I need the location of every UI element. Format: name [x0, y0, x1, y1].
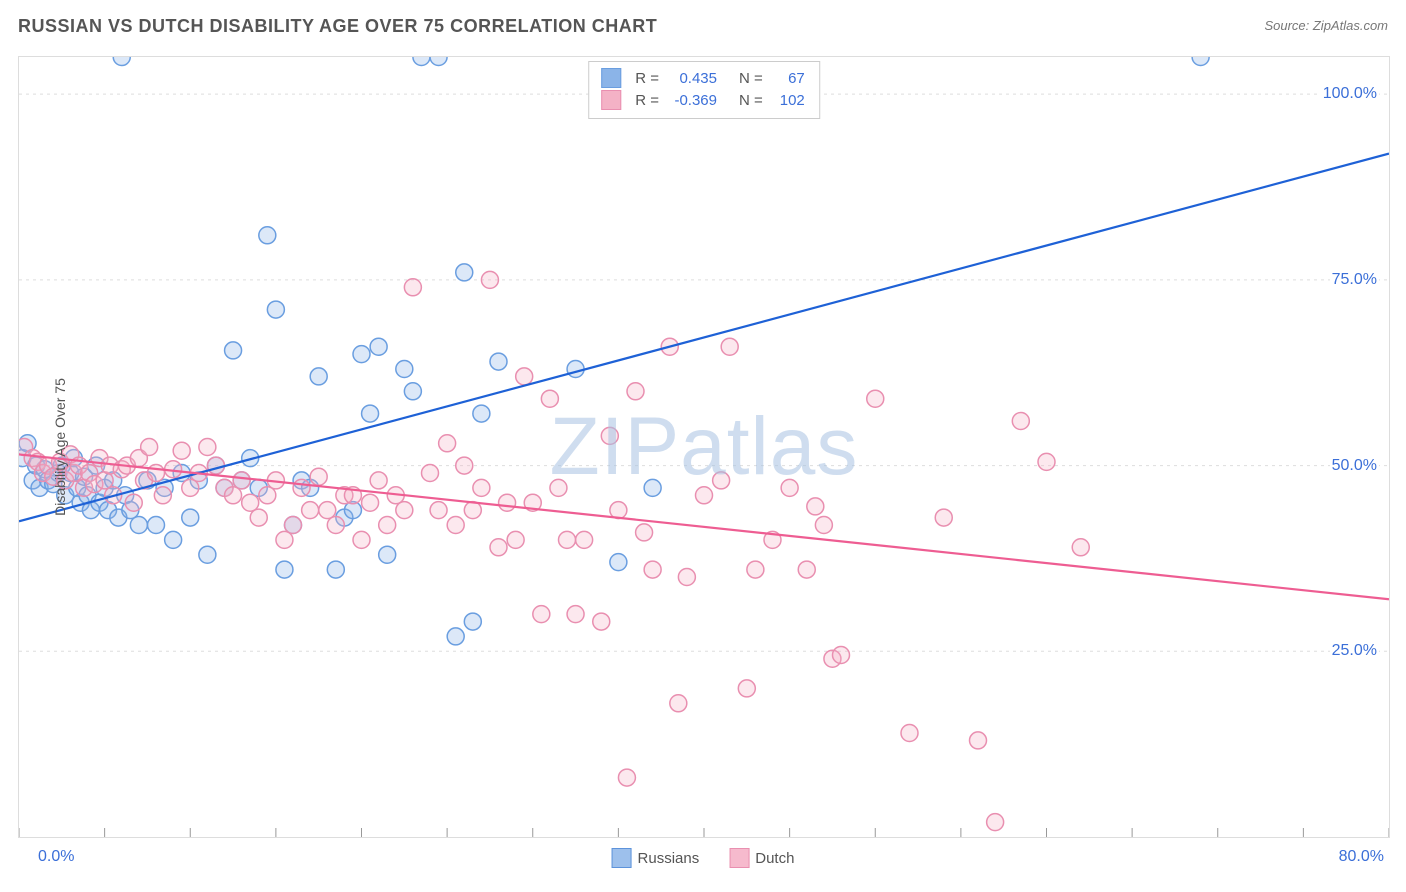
n-label: N =: [739, 92, 763, 109]
chart-area: Disability Age Over 75 ZIPatlas R = 0.43…: [18, 56, 1390, 838]
legend-item-russians: Russians: [612, 848, 700, 868]
x-min-label: 0.0%: [38, 848, 74, 866]
series-legend: Russians Dutch: [612, 848, 795, 868]
dutch-swatch-icon: [729, 848, 749, 868]
russians-n-value: 67: [771, 70, 805, 87]
chart-title: RUSSIAN VS DUTCH DISABILITY AGE OVER 75 …: [18, 16, 657, 36]
legend-row-russians: R = 0.435 N = 67: [601, 68, 805, 88]
y-tick-label: 50.0%: [1330, 457, 1379, 475]
russians-swatch-icon: [612, 848, 632, 868]
dutch-r-value: -0.369: [667, 92, 717, 109]
r-label: R =: [635, 70, 659, 87]
legend-row-dutch: R = -0.369 N = 102: [601, 90, 805, 110]
russians-r-value: 0.435: [667, 70, 717, 87]
x-max-label: 80.0%: [1339, 848, 1384, 866]
source-label: Source: ZipAtlas.com: [1264, 18, 1388, 33]
russians-swatch: [601, 68, 621, 88]
y-tick-label: 25.0%: [1330, 642, 1379, 660]
legend-item-dutch: Dutch: [729, 848, 794, 868]
correlation-legend: R = 0.435 N = 67 R = -0.369 N = 102: [588, 61, 820, 119]
n-label: N =: [739, 70, 763, 87]
russians-label: Russians: [638, 850, 700, 867]
scatter-plot-svg: [19, 57, 1389, 837]
r-label: R =: [635, 92, 659, 109]
dutch-label: Dutch: [755, 850, 794, 867]
y-tick-label: 100.0%: [1321, 85, 1379, 103]
y-tick-label: 75.0%: [1330, 271, 1379, 289]
dutch-n-value: 102: [771, 92, 805, 109]
dutch-swatch: [601, 90, 621, 110]
y-axis-label: Disability Age Over 75: [52, 378, 68, 516]
